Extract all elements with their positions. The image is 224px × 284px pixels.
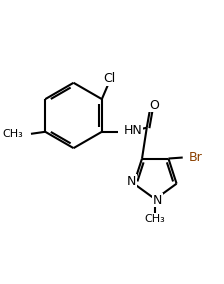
Text: N: N [127,175,136,188]
Text: Br: Br [189,151,202,164]
Text: N: N [153,194,162,207]
Text: O: O [149,99,159,112]
Text: CH₃: CH₃ [2,129,23,139]
Text: CH₃: CH₃ [145,214,166,224]
Text: HN: HN [123,124,142,137]
Text: Cl: Cl [103,72,115,85]
